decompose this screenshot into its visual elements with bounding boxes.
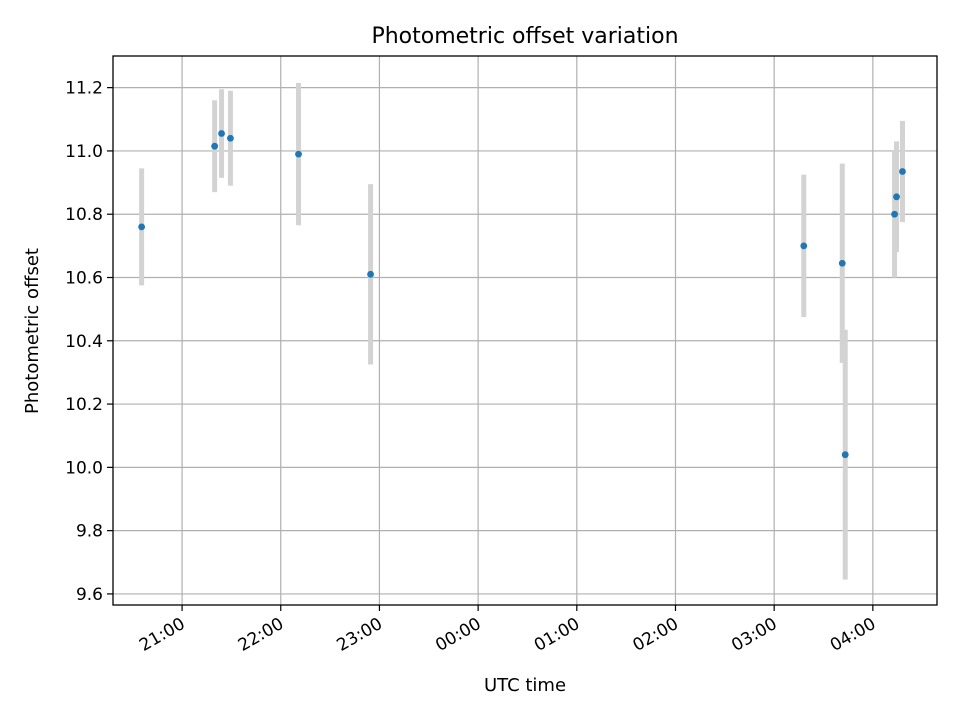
y-tick-label-3: 10.2 — [65, 395, 103, 415]
y-tick-label-6: 10.8 — [65, 205, 103, 225]
data-point-7 — [838, 259, 846, 267]
y-tick-label-8: 11.2 — [65, 79, 103, 99]
plot-frame — [112, 55, 938, 606]
chart-title: Photometric offset variation — [371, 24, 678, 49]
data-point-10 — [893, 193, 900, 201]
grid-lines — [113, 56, 937, 605]
y-tick-label-7: 11.0 — [65, 142, 103, 162]
data-point-0 — [138, 223, 146, 231]
y-tick-label-1: 9.8 — [76, 522, 103, 542]
y-tick-label-2: 10.0 — [65, 458, 103, 478]
y-tick-label-5: 10.6 — [65, 268, 103, 288]
data-point-3 — [227, 134, 234, 142]
y-axis-ticks: 9.6 9.8 10.0 10.2 10.4 10.6 10.8 11.0 11.2 — [65, 79, 113, 605]
data-point-6 — [800, 242, 808, 250]
data-point-4 — [295, 150, 302, 158]
data-point-5 — [367, 270, 374, 278]
data-point-8 — [841, 451, 849, 459]
y-axis-label: Photometric offset — [22, 248, 43, 414]
y-tick-label-4: 10.4 — [65, 332, 103, 352]
x-axis-label: UTC time — [484, 675, 566, 696]
data-point-1 — [211, 142, 219, 150]
data-point-9 — [891, 210, 898, 218]
data-point-2 — [218, 130, 225, 137]
data-point-11 — [899, 168, 906, 175]
data-points — [138, 130, 906, 459]
y-tick-label-0: 9.6 — [76, 585, 103, 605]
